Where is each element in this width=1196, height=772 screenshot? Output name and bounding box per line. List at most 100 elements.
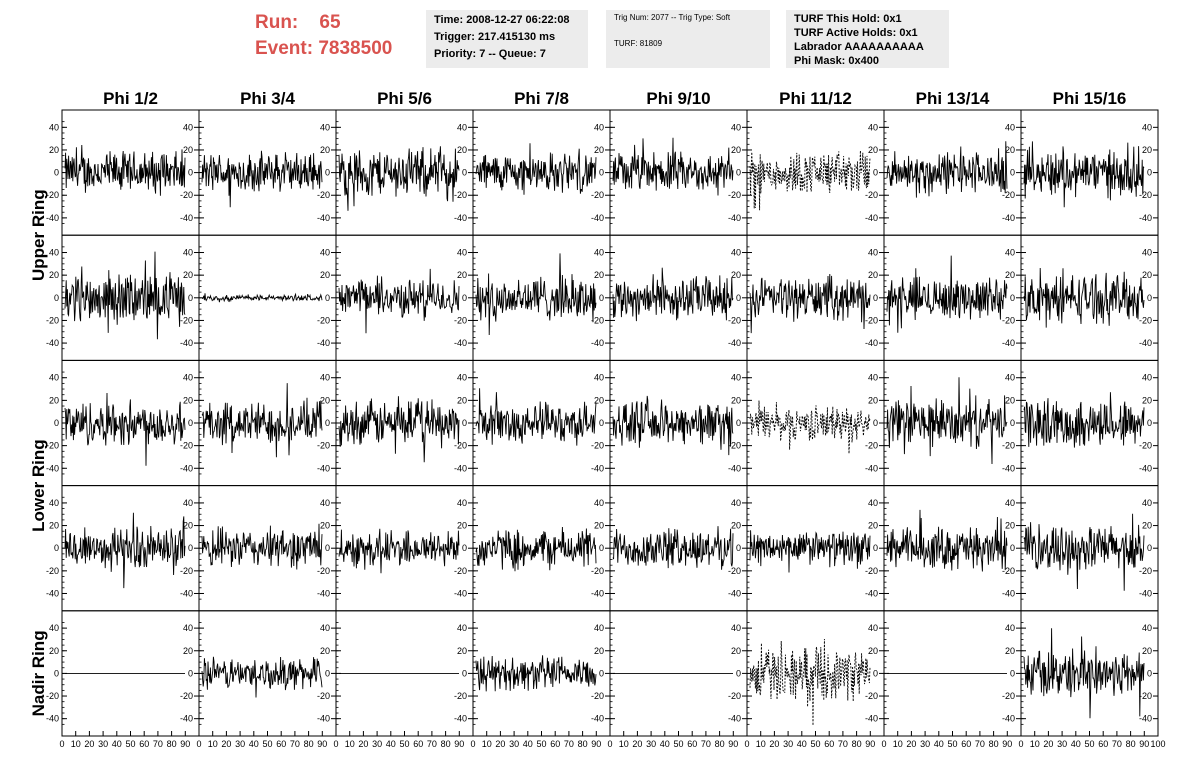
- y-tick-label: 20: [49, 270, 59, 280]
- x-tick-label: 60: [1098, 739, 1108, 749]
- x-tick-label: 80: [304, 739, 314, 749]
- panel-r3-c2: -40 -20 0 20 40: [198, 359, 337, 487]
- y-tick-label: 20: [594, 646, 604, 656]
- waveform-trace: [612, 526, 734, 570]
- y-tick-label: -20: [1002, 566, 1015, 576]
- y-tick-label: 0: [599, 293, 604, 303]
- y-tick-label: -40: [591, 714, 604, 724]
- x-tick-label: 90: [317, 739, 327, 749]
- y-tick-label: 0: [736, 543, 741, 553]
- y-tick-label: -20: [454, 190, 467, 200]
- waveform-trace: [338, 146, 460, 211]
- waveform-trace: [338, 268, 460, 334]
- y-tick-label: 20: [457, 521, 467, 531]
- x-tick-label: 90: [728, 739, 738, 749]
- x-tick-label: 40: [249, 739, 259, 749]
- y-tick-label: 40: [183, 623, 193, 633]
- y-tick-label: 0: [54, 293, 59, 303]
- y-tick-label: 40: [1005, 122, 1015, 132]
- panel-r4-c5: -40 -20 0 20 40: [609, 485, 748, 612]
- y-tick-label: -20: [180, 566, 193, 576]
- turf-line: TURF: 81809: [614, 39, 663, 48]
- y-tick-label: 20: [594, 521, 604, 531]
- phi-mask-line: Phi Mask: 0x400: [794, 55, 879, 67]
- x-tick-label: 20: [1043, 739, 1053, 749]
- y-tick-label: -40: [591, 463, 604, 473]
- y-tick-label: 0: [325, 418, 330, 428]
- y-tick-label: -20: [454, 315, 467, 325]
- waveform-trace: [202, 292, 323, 303]
- y-tick-label: 20: [320, 646, 330, 656]
- x-tick-label: 70: [427, 739, 437, 749]
- turf-active-line: TURF Active Holds: 0x1: [794, 27, 918, 39]
- turf-info-box: TURF This Hold: 0x1 TURF Active Holds: 0…: [786, 10, 949, 68]
- trig-info-box: Trig Num: 2077 -- Trig Type: Soft TURF: …: [606, 10, 770, 68]
- y-tick-label: -20: [728, 691, 741, 701]
- panel-r1-c8: -40 -20 0 20 40: [1020, 109, 1159, 236]
- y-tick-label: 20: [1142, 145, 1152, 155]
- panel-r1-c2: -40 -20 0 20 40: [198, 109, 337, 236]
- x-tick-label: 10: [71, 739, 81, 749]
- y-tick-label: 20: [868, 646, 878, 656]
- y-tick-label: 0: [325, 293, 330, 303]
- waveform-trace: [749, 638, 871, 726]
- y-tick-label: 20: [457, 145, 467, 155]
- panel-r5-c6: -40 -20 0 20 40: [746, 610, 885, 737]
- x-tick-label: 70: [975, 739, 985, 749]
- waveform-trace: [612, 137, 734, 196]
- waveform-trace: [475, 253, 597, 336]
- x-tick-label: 30: [920, 739, 930, 749]
- y-tick-label: 0: [873, 668, 878, 678]
- y-tick-label: 0: [54, 668, 59, 678]
- x-tick-label: 30: [235, 739, 245, 749]
- y-tick-label: 40: [868, 248, 878, 258]
- y-tick-label: 40: [594, 373, 604, 383]
- waveform-trace: [475, 526, 597, 572]
- y-tick-label: -40: [180, 338, 193, 348]
- y-tick-label: 20: [320, 270, 330, 280]
- y-tick-label: 20: [183, 395, 193, 405]
- x-tick-label: 30: [372, 739, 382, 749]
- y-tick-label: 20: [731, 395, 741, 405]
- y-tick-label: 0: [462, 168, 467, 178]
- y-tick-label: 40: [1142, 248, 1152, 258]
- y-tick-label: -20: [180, 691, 193, 701]
- event-row: Event: 7838500: [255, 36, 392, 62]
- y-tick-label: 0: [599, 168, 604, 178]
- waveform-trace: [1023, 267, 1145, 328]
- panel-r4-c3: -40 -20 0 20 40: [335, 485, 474, 612]
- y-tick-label: 40: [594, 498, 604, 508]
- panel-r1-c3: -40 -20 0 20 40: [335, 109, 474, 236]
- y-tick-label: -40: [591, 338, 604, 348]
- waveform-trace: [201, 656, 323, 698]
- y-tick-label: -40: [180, 213, 193, 223]
- y-tick-label: 20: [457, 646, 467, 656]
- x-tick-label: 30: [783, 739, 793, 749]
- y-tick-label: 40: [320, 122, 330, 132]
- x-tick-label: 90: [180, 739, 190, 749]
- y-tick-label: -20: [728, 566, 741, 576]
- y-tick-label: -20: [591, 691, 604, 701]
- panel-r5-c3: -40 -20 0 20 40: [335, 610, 474, 737]
- x-tick-label: 20: [358, 739, 368, 749]
- panel-r3-c3: -40 -20 0 20 40: [335, 359, 474, 487]
- y-tick-label: -40: [1002, 213, 1015, 223]
- waveform-trace: [64, 392, 186, 466]
- panel-r2-c5: -40 -20 0 20 40: [609, 234, 748, 361]
- y-tick-label: 20: [320, 395, 330, 405]
- y-tick-label: 0: [462, 293, 467, 303]
- y-tick-label: -40: [591, 213, 604, 223]
- y-tick-label: 0: [325, 168, 330, 178]
- y-tick-label: -40: [46, 588, 59, 598]
- y-tick-label: -40: [46, 338, 59, 348]
- panel-r2-c6: -40 -20 0 20 40: [746, 234, 885, 361]
- x-tick-label: 40: [934, 739, 944, 749]
- panel-r4-c6: -40 -20 0 20 40: [746, 485, 885, 612]
- x-tick-label: 20: [84, 739, 94, 749]
- column-header-8: Phi 15/16: [1053, 89, 1127, 108]
- trig-num-line: Trig Num: 2077 -- Trig Type: Soft: [614, 13, 731, 22]
- y-tick-label: -40: [1002, 588, 1015, 598]
- trigger-line: Trigger: 217.415130 ms: [434, 31, 556, 43]
- column-header-4: Phi 7/8: [514, 89, 569, 108]
- x-tick-label: 0: [333, 739, 338, 749]
